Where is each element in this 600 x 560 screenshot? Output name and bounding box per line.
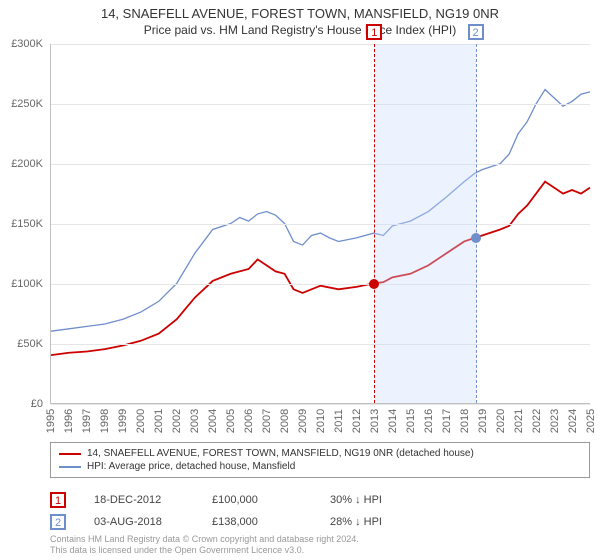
footnote: Contains HM Land Registry data © Crown c… bbox=[50, 534, 359, 556]
x-tick-label: 2006 bbox=[243, 409, 255, 433]
x-tick-label: 1998 bbox=[99, 409, 111, 433]
y-tick-label: £50K bbox=[17, 338, 43, 350]
x-tick-label: 2024 bbox=[567, 409, 579, 433]
x-tick-label: 2017 bbox=[441, 409, 453, 433]
chart-subtitle: Price paid vs. HM Land Registry's House … bbox=[0, 23, 600, 37]
legend-box: 14, SNAEFELL AVENUE, FOREST TOWN, MANSFI… bbox=[50, 442, 590, 478]
x-tick-label: 2000 bbox=[135, 409, 147, 433]
x-tick-label: 2004 bbox=[207, 409, 219, 433]
marker-price: £138,000 bbox=[212, 516, 302, 528]
y-tick-label: £200K bbox=[11, 158, 43, 170]
footnote-line: This data is licensed under the Open Gov… bbox=[50, 545, 359, 556]
x-tick-label: 2009 bbox=[297, 409, 309, 433]
x-tick-label: 2014 bbox=[387, 409, 399, 433]
gridline bbox=[51, 344, 590, 345]
highlight-band bbox=[374, 44, 475, 403]
marker-box: 2 bbox=[468, 24, 484, 40]
marker-footer: 1 18-DEC-2012 £100,000 30% ↓ HPI 2 03-AUG-201… bbox=[50, 486, 590, 530]
gridline bbox=[51, 164, 590, 165]
gridline bbox=[51, 404, 590, 405]
marker-vline bbox=[374, 44, 375, 403]
series-line bbox=[51, 89, 590, 331]
x-tick-label: 1997 bbox=[81, 409, 93, 433]
y-tick-label: £150K bbox=[11, 218, 43, 230]
x-tick-label: 2023 bbox=[549, 409, 561, 433]
series-line bbox=[51, 182, 590, 356]
footnote-line: Contains HM Land Registry data © Crown c… bbox=[50, 534, 359, 545]
marker-pct: 30% ↓ HPI bbox=[330, 494, 420, 506]
gridline bbox=[51, 284, 590, 285]
x-tick-label: 2016 bbox=[423, 409, 435, 433]
x-tick-label: 2008 bbox=[279, 409, 291, 433]
x-tick-label: 2003 bbox=[189, 409, 201, 433]
marker-row: 1 18-DEC-2012 £100,000 30% ↓ HPI bbox=[50, 492, 590, 508]
x-tick-label: 2002 bbox=[171, 409, 183, 433]
legend-item: 14, SNAEFELL AVENUE, FOREST TOWN, MANSFI… bbox=[59, 447, 581, 460]
plot-area: £0£50K£100K£150K£200K£250K£300K199519961… bbox=[50, 44, 590, 404]
legend-label: HPI: Average price, detached house, Mans… bbox=[87, 461, 295, 472]
y-tick-label: £0 bbox=[31, 398, 43, 410]
marker-row-box: 1 bbox=[50, 492, 66, 508]
legend-swatch bbox=[59, 453, 81, 455]
x-tick-label: 2005 bbox=[225, 409, 237, 433]
x-tick-label: 2013 bbox=[369, 409, 381, 433]
marker-dot bbox=[471, 233, 481, 243]
y-tick-label: £300K bbox=[11, 38, 43, 50]
marker-date: 18-DEC-2012 bbox=[94, 494, 184, 506]
x-tick-label: 2018 bbox=[459, 409, 471, 433]
marker-dot bbox=[369, 279, 379, 289]
x-tick-label: 2015 bbox=[405, 409, 417, 433]
x-tick-label: 2022 bbox=[531, 409, 543, 433]
gridline bbox=[51, 44, 590, 45]
x-tick-label: 2021 bbox=[513, 409, 525, 433]
x-tick-label: 1996 bbox=[63, 409, 75, 433]
x-tick-label: 2011 bbox=[333, 409, 345, 433]
x-tick-label: 1999 bbox=[117, 409, 129, 433]
chart-title: 14, SNAEFELL AVENUE, FOREST TOWN, MANSFI… bbox=[0, 6, 600, 21]
marker-date: 03-AUG-2018 bbox=[94, 516, 184, 528]
gridline bbox=[51, 224, 590, 225]
marker-price: £100,000 bbox=[212, 494, 302, 506]
x-tick-label: 2020 bbox=[495, 409, 507, 433]
legend-label: 14, SNAEFELL AVENUE, FOREST TOWN, MANSFI… bbox=[87, 448, 474, 459]
marker-box: 1 bbox=[366, 24, 382, 40]
marker-vline bbox=[476, 44, 477, 403]
x-tick-label: 2019 bbox=[477, 409, 489, 433]
legend-swatch bbox=[59, 466, 81, 468]
x-tick-label: 2012 bbox=[351, 409, 363, 433]
y-tick-label: £100K bbox=[11, 278, 43, 290]
marker-row: 2 03-AUG-2018 £138,000 28% ↓ HPI bbox=[50, 514, 590, 530]
x-tick-label: 2010 bbox=[315, 409, 327, 433]
marker-row-box: 2 bbox=[50, 514, 66, 530]
x-tick-label: 1995 bbox=[45, 409, 57, 433]
y-tick-label: £250K bbox=[11, 98, 43, 110]
chart-container: 14, SNAEFELL AVENUE, FOREST TOWN, MANSFI… bbox=[0, 0, 600, 560]
legend-item: HPI: Average price, detached house, Mans… bbox=[59, 460, 581, 473]
x-tick-label: 2001 bbox=[153, 409, 165, 433]
titles: 14, SNAEFELL AVENUE, FOREST TOWN, MANSFI… bbox=[0, 0, 600, 37]
x-tick-label: 2007 bbox=[261, 409, 273, 433]
gridline bbox=[51, 104, 590, 105]
marker-pct: 28% ↓ HPI bbox=[330, 516, 420, 528]
x-tick-label: 2025 bbox=[585, 409, 597, 433]
